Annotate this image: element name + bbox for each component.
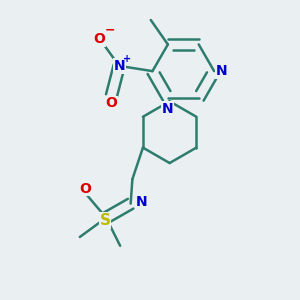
- Text: O: O: [106, 96, 117, 110]
- Text: N: N: [135, 195, 147, 209]
- Text: O: O: [79, 182, 91, 196]
- Text: S: S: [100, 213, 111, 228]
- Text: N: N: [216, 64, 228, 78]
- Text: O: O: [93, 32, 105, 46]
- Text: N: N: [162, 102, 174, 116]
- Text: +: +: [123, 54, 131, 64]
- Text: −: −: [104, 24, 115, 37]
- Text: N: N: [113, 59, 125, 73]
